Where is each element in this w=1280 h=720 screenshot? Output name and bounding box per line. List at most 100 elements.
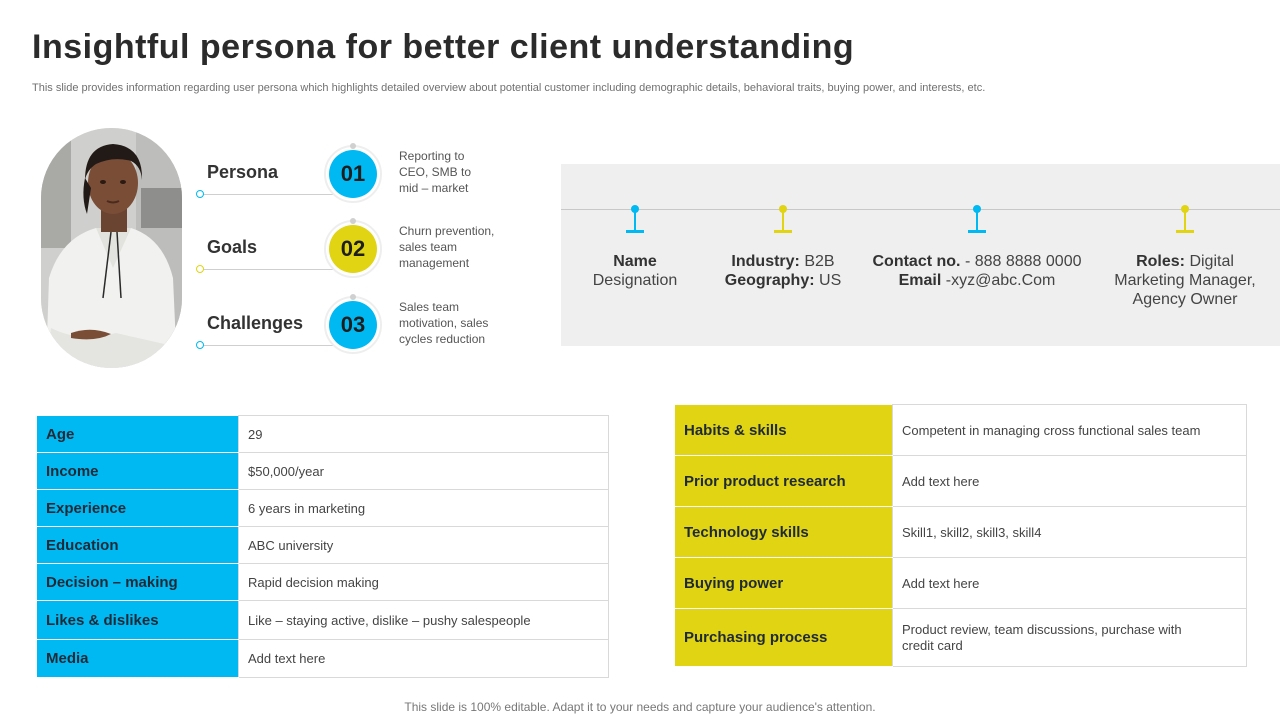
description-line: sales team bbox=[399, 240, 458, 254]
persona-row-description: Churn prevention, sales team management bbox=[399, 223, 509, 271]
info-text: Industry: B2B Geography: US bbox=[683, 252, 883, 290]
info-label: Email bbox=[898, 272, 942, 289]
row-value: 29 bbox=[238, 415, 609, 453]
table-row: Prior product research Add text here bbox=[674, 455, 1247, 507]
info-value: Agency Owner bbox=[1132, 291, 1238, 308]
row-value: Rapid decision making bbox=[238, 563, 609, 601]
footer-note: This slide is 100% editable. Adapt it to… bbox=[404, 700, 876, 714]
row-key: Decision – making bbox=[36, 563, 239, 601]
timeline-line bbox=[561, 209, 1280, 210]
row-value: Skill1, skill2, skill3, skill4 bbox=[892, 506, 1247, 558]
description-line: motivation, sales bbox=[399, 316, 489, 330]
row-value: Competent in managing cross functional s… bbox=[892, 404, 1247, 456]
demographics-table: Age 29 Income $50,000/year Experience 6 … bbox=[36, 415, 609, 678]
marker-base bbox=[968, 230, 986, 233]
info-value: Marketing Manager, bbox=[1114, 272, 1256, 289]
connector-line bbox=[201, 345, 336, 346]
info-value: B2B bbox=[799, 253, 835, 270]
table-row: Buying power Add text here bbox=[674, 557, 1247, 609]
marker-base bbox=[774, 230, 792, 233]
description-line: CEO, SMB to bbox=[399, 165, 472, 179]
description-line: Churn prevention, bbox=[399, 224, 495, 238]
persona-row-label: Challenges bbox=[207, 313, 304, 333]
info-label: Geography: bbox=[724, 272, 815, 289]
table-row: Habits & skills Competent in managing cr… bbox=[674, 404, 1247, 456]
number-badge: 01 bbox=[329, 150, 377, 198]
info-value: Designation bbox=[592, 272, 678, 289]
info-label: Name bbox=[613, 253, 657, 270]
row-key: Education bbox=[36, 526, 239, 564]
persona-row-challenges: Challenges 03 Sales team motivation, sal… bbox=[196, 293, 526, 354]
marker-stem bbox=[782, 212, 784, 230]
profile-info-panel: Name Designation Industry: B2B Geography… bbox=[561, 164, 1280, 346]
info-text: Contact no. - 888 8888 0000 Email -xyz@a… bbox=[857, 252, 1097, 290]
persona-photo bbox=[41, 128, 182, 368]
ring-dot bbox=[350, 294, 356, 300]
row-key: Prior product research bbox=[674, 455, 893, 507]
row-key: Technology skills bbox=[674, 506, 893, 558]
connector-dot bbox=[196, 265, 204, 273]
persona-row-label: Persona bbox=[207, 162, 279, 182]
description-line: Reporting to bbox=[399, 149, 465, 163]
marker-dot bbox=[631, 205, 639, 213]
row-key: Likes & dislikes bbox=[36, 600, 239, 640]
marker-stem bbox=[634, 212, 636, 230]
persona-row-label: Goals bbox=[207, 237, 258, 257]
marker-base bbox=[1176, 230, 1194, 233]
table-row: Experience 6 years in marketing bbox=[36, 489, 609, 527]
table-row: Income $50,000/year bbox=[36, 452, 609, 490]
table-row: Technology skills Skill1, skill2, skill3… bbox=[674, 506, 1247, 558]
info-label: Contact no. bbox=[872, 253, 961, 270]
info-text: Name Designation bbox=[535, 252, 735, 290]
info-value: US bbox=[814, 272, 842, 289]
number-badge: 03 bbox=[329, 301, 377, 349]
info-value: -xyz@abc.Com bbox=[941, 272, 1056, 289]
row-key: Habits & skills bbox=[674, 404, 893, 456]
marker-dot bbox=[1181, 205, 1189, 213]
description-line: Sales team bbox=[399, 300, 460, 314]
row-key: Experience bbox=[36, 489, 239, 527]
persona-row-persona: Persona 01 Reporting to CEO, SMB to mid … bbox=[196, 142, 526, 203]
marker-dot bbox=[973, 205, 981, 213]
page-subtitle: This slide provides information regardin… bbox=[32, 82, 986, 94]
table-row: Purchasing process Product review, team … bbox=[674, 608, 1247, 667]
row-key: Buying power bbox=[674, 557, 893, 609]
description-line: cycles reduction bbox=[399, 332, 486, 346]
page-title: Insightful persona for better client und… bbox=[32, 28, 855, 66]
behavior-table: Habits & skills Competent in managing cr… bbox=[674, 404, 1247, 667]
description-line: management bbox=[399, 256, 470, 270]
row-value: ABC university bbox=[238, 526, 609, 564]
connector-line bbox=[201, 194, 336, 195]
ring-dot bbox=[350, 218, 356, 224]
table-row: Likes & dislikes Like – staying active, … bbox=[36, 600, 609, 640]
ring-dot bbox=[350, 143, 356, 149]
row-key: Media bbox=[36, 639, 239, 678]
description-line: mid – market bbox=[399, 181, 469, 195]
table-row: Decision – making Rapid decision making bbox=[36, 563, 609, 601]
marker-stem bbox=[976, 212, 978, 230]
row-value: Add text here bbox=[238, 639, 609, 678]
info-text: Roles: Digital Marketing Manager, Agency… bbox=[1085, 252, 1280, 309]
row-value: Add text here bbox=[892, 455, 1247, 507]
row-value: Product review, team discussions, purcha… bbox=[892, 608, 1247, 667]
table-row: Media Add text here bbox=[36, 639, 609, 678]
table-row: Education ABC university bbox=[36, 526, 609, 564]
row-key: Age bbox=[36, 415, 239, 453]
info-value: - 888 8888 0000 bbox=[960, 253, 1082, 270]
info-label: Industry: bbox=[731, 253, 800, 270]
row-value: Like – staying active, dislike – pushy s… bbox=[238, 600, 609, 640]
row-value: $50,000/year bbox=[238, 452, 609, 490]
connector-line bbox=[201, 269, 336, 270]
marker-stem bbox=[1184, 212, 1186, 230]
connector-dot bbox=[196, 190, 204, 198]
info-label: Roles: bbox=[1136, 253, 1185, 270]
marker-base bbox=[626, 230, 644, 233]
marker-dot bbox=[779, 205, 787, 213]
row-key: Income bbox=[36, 452, 239, 490]
woman-portrait-image bbox=[41, 128, 182, 368]
persona-row-description: Reporting to CEO, SMB to mid – market bbox=[399, 148, 509, 196]
connector-dot bbox=[196, 341, 204, 349]
persona-row-goals: Goals 02 Churn prevention, sales team ma… bbox=[196, 217, 526, 278]
row-value: Add text here bbox=[892, 557, 1247, 609]
table-row: Age 29 bbox=[36, 415, 609, 453]
